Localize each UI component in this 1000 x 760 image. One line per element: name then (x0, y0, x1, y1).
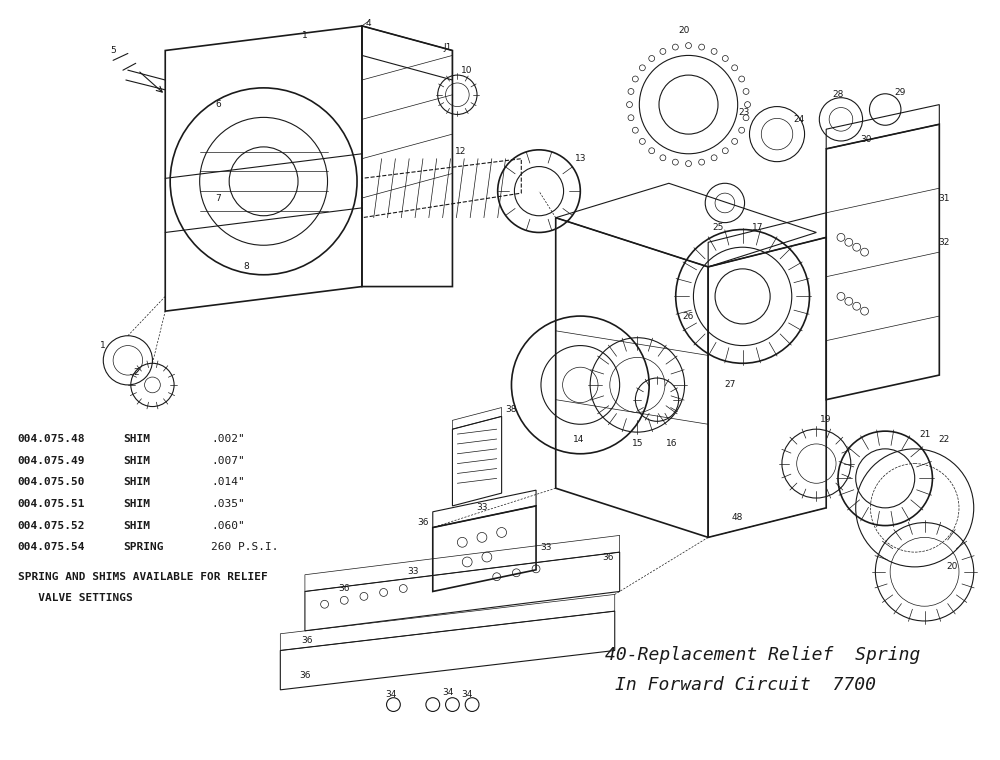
Text: .007": .007" (211, 456, 245, 466)
Text: 25: 25 (712, 223, 724, 232)
Text: 5: 5 (110, 46, 116, 55)
Text: In Forward Circuit  7700: In Forward Circuit 7700 (615, 676, 876, 694)
Text: 26: 26 (683, 312, 694, 321)
Text: 48: 48 (732, 513, 743, 522)
Text: 24: 24 (793, 115, 804, 124)
Text: 1: 1 (100, 341, 106, 350)
Text: 4: 4 (366, 20, 372, 28)
Text: .014": .014" (211, 477, 245, 487)
Text: 36: 36 (417, 518, 429, 527)
Text: 8: 8 (243, 262, 249, 271)
Text: 32: 32 (939, 238, 950, 247)
Text: 004.075.52: 004.075.52 (18, 521, 85, 530)
Text: 27: 27 (724, 381, 736, 389)
Text: 34: 34 (462, 690, 473, 699)
Text: 17: 17 (752, 223, 763, 232)
Text: 13: 13 (575, 154, 586, 163)
Text: 30: 30 (860, 135, 871, 144)
Text: 004.075.49: 004.075.49 (18, 456, 85, 466)
Text: 36: 36 (299, 670, 311, 679)
Text: 36: 36 (301, 636, 313, 645)
Text: 34: 34 (385, 690, 396, 699)
Text: 33: 33 (407, 567, 419, 576)
Text: SPRING: SPRING (123, 542, 163, 553)
Text: 004.075.54: 004.075.54 (18, 542, 85, 553)
Text: 20: 20 (678, 27, 689, 35)
Text: 1: 1 (302, 31, 308, 40)
Text: 34: 34 (442, 689, 453, 697)
Text: 004.075.48: 004.075.48 (18, 434, 85, 444)
Text: SHIM: SHIM (123, 477, 150, 487)
Text: 6: 6 (215, 100, 221, 109)
Text: 7: 7 (215, 194, 221, 202)
Text: 10: 10 (461, 65, 473, 74)
Text: VALVE SETTINGS: VALVE SETTINGS (18, 594, 132, 603)
Text: 21: 21 (919, 429, 930, 439)
Text: .002": .002" (211, 434, 245, 444)
Text: 33: 33 (540, 543, 552, 552)
Text: 004.075.51: 004.075.51 (18, 499, 85, 509)
Text: 31: 31 (938, 194, 950, 202)
Text: 12: 12 (455, 147, 466, 157)
Text: 14: 14 (573, 435, 584, 444)
Text: 20: 20 (946, 562, 958, 572)
Text: 29: 29 (894, 88, 906, 97)
Text: 22: 22 (939, 435, 950, 444)
Text: 23: 23 (738, 108, 749, 117)
Text: SHIM: SHIM (123, 434, 150, 444)
Text: 28: 28 (832, 90, 844, 100)
Text: 36: 36 (339, 584, 350, 593)
Text: 33: 33 (476, 503, 488, 512)
Text: 260 P.S.I.: 260 P.S.I. (211, 542, 279, 553)
Text: SHIM: SHIM (123, 521, 150, 530)
Text: 19: 19 (820, 415, 832, 424)
Text: 004.075.50: 004.075.50 (18, 477, 85, 487)
Text: 2: 2 (133, 368, 139, 377)
Text: 16: 16 (666, 439, 678, 448)
Text: SHIM: SHIM (123, 456, 150, 466)
Text: SHIM: SHIM (123, 499, 150, 509)
Text: 40-Replacement Relief  Spring: 40-Replacement Relief Spring (605, 647, 920, 664)
Text: SPRING AND SHIMS AVAILABLE FOR RELIEF: SPRING AND SHIMS AVAILABLE FOR RELIEF (18, 572, 267, 581)
Text: 36: 36 (602, 553, 614, 562)
Text: 15: 15 (632, 439, 643, 448)
Text: J1: J1 (443, 43, 452, 52)
Text: .035": .035" (211, 499, 245, 509)
Text: 38: 38 (506, 405, 517, 414)
Text: .060": .060" (211, 521, 245, 530)
